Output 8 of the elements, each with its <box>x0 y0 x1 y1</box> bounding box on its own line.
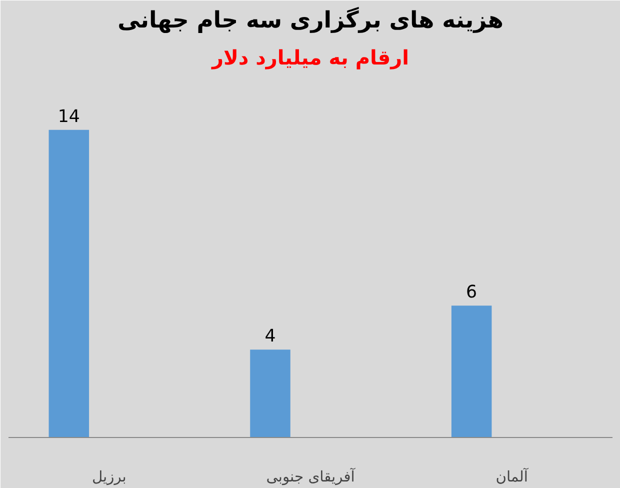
chart-subtitle: ارقام به میلیارد دلار <box>211 46 410 70</box>
data-label: 4 <box>264 326 276 347</box>
x-tick-label: برزیل <box>92 468 126 486</box>
x-tick-label: آلمان <box>496 468 529 486</box>
data-label: 14 <box>58 106 80 127</box>
chart-title: هزینه های برگزاری سه جام جهانی <box>118 6 504 34</box>
data-label: 6 <box>466 282 478 303</box>
x-tick-label: آفریقای جنوبی <box>266 468 356 486</box>
